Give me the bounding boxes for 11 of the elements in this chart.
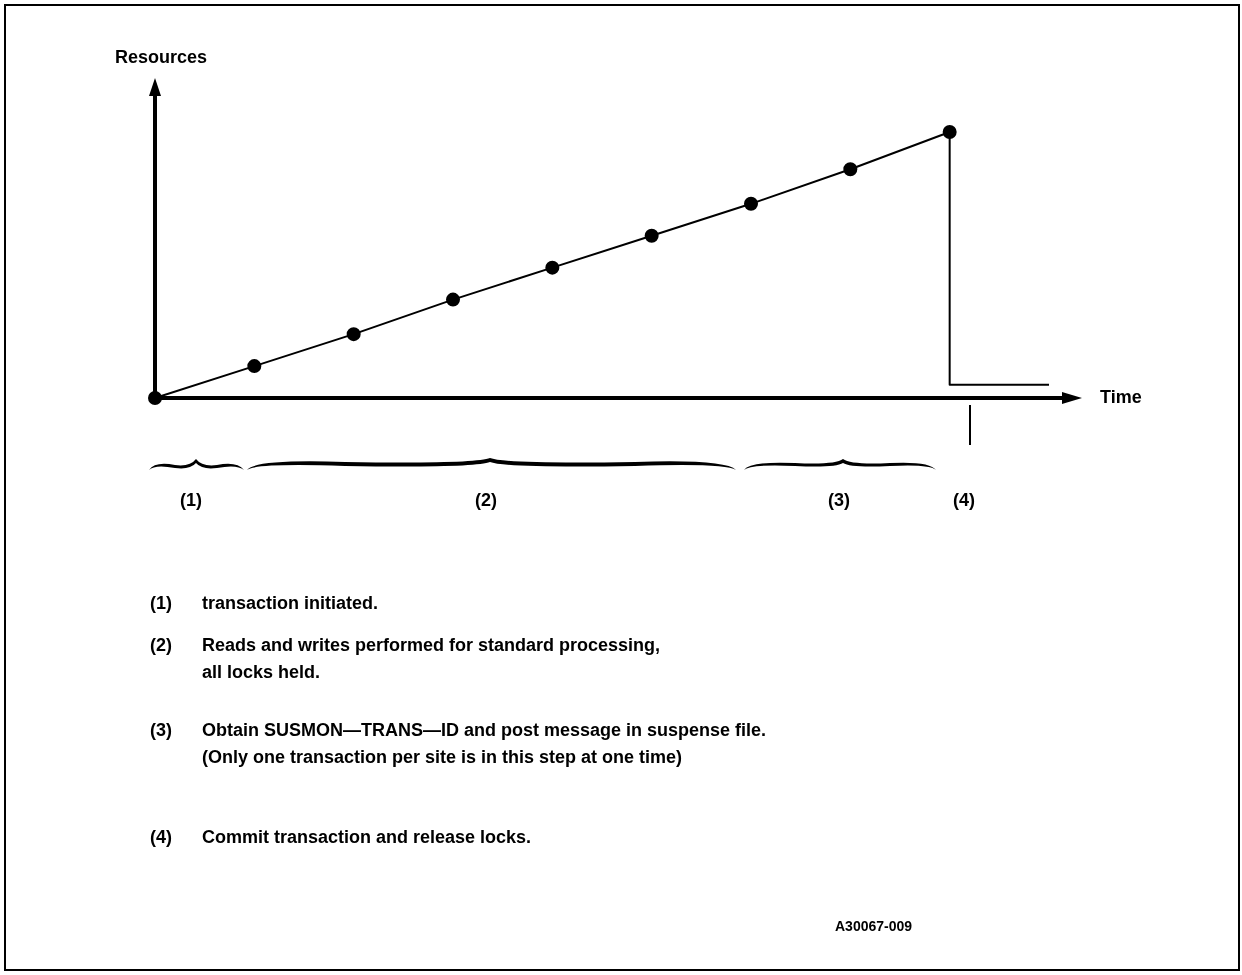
x-axis-title: Time (1100, 387, 1142, 408)
text: (4) Commit transaction and release locks. (150, 827, 532, 847)
text: (3) (828, 490, 850, 511)
text: (3) Obtain SUSMON—TRANS—ID and post message in suspense file. (Only one transaction per site is in this step at one time) (150, 720, 767, 767)
text: (2) Reads and writes performed for standard processing, all locks held. (150, 635, 661, 682)
text: (1) transaction initiated. (150, 593, 379, 613)
text: (2) (475, 490, 497, 511)
text: A30067-009 (835, 918, 913, 934)
text: (4) (953, 490, 975, 511)
y-axis-title: Resources (115, 47, 208, 68)
text: (1) (180, 490, 202, 511)
